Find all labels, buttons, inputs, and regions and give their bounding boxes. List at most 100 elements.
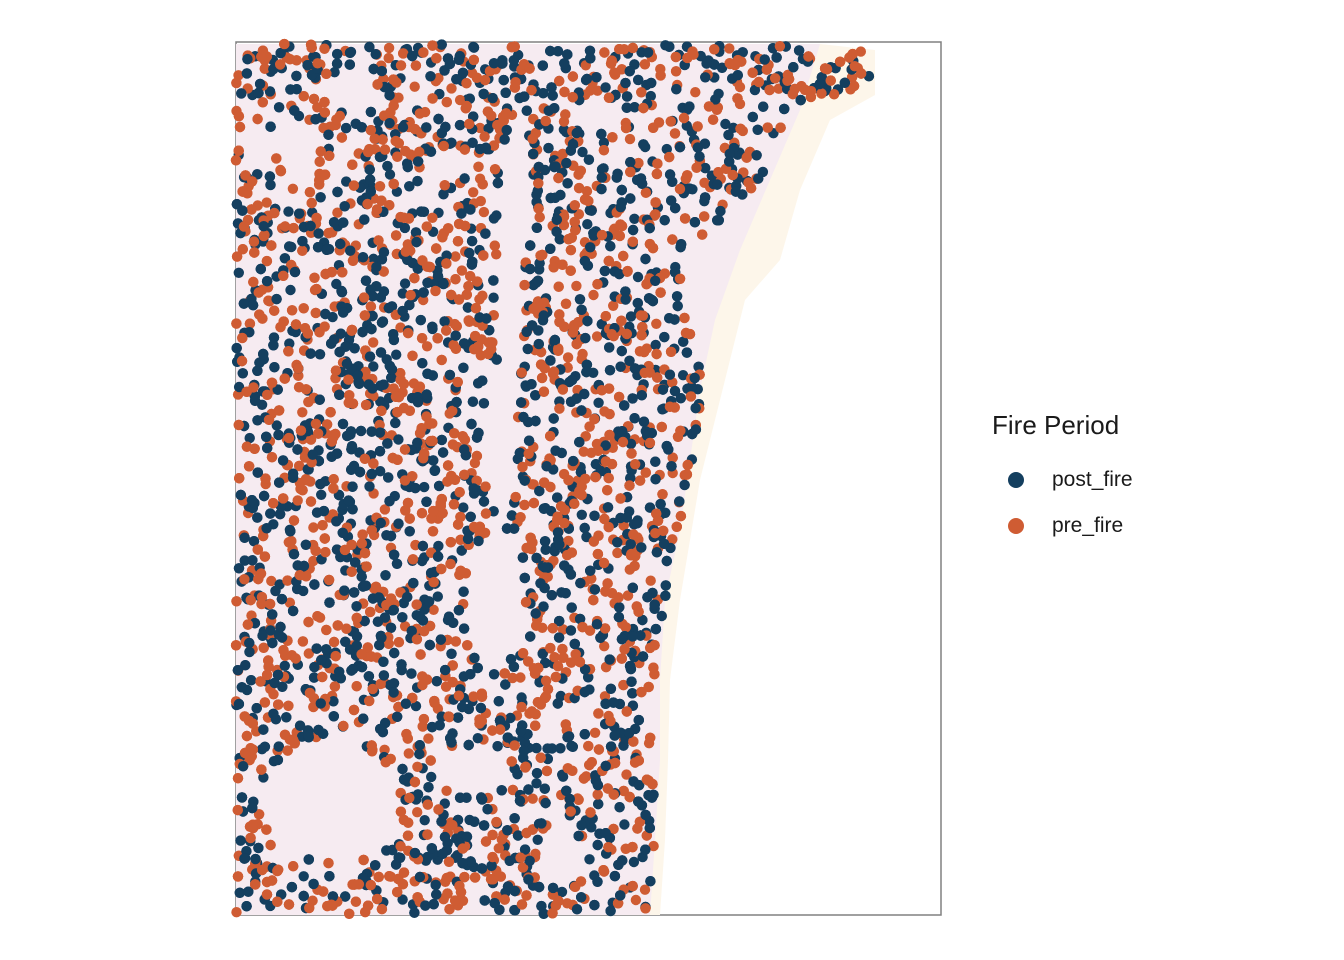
post-fire-point bbox=[531, 768, 543, 779]
pre-fire-point bbox=[421, 341, 433, 352]
post-fire-point bbox=[753, 173, 764, 184]
post-fire-point bbox=[397, 288, 408, 299]
pre-fire-point bbox=[264, 598, 276, 610]
post-fire-point bbox=[383, 472, 394, 483]
pre-fire-point bbox=[655, 70, 666, 81]
pre-fire-point bbox=[364, 695, 375, 707]
pre-fire-point bbox=[259, 63, 270, 74]
post-fire-point bbox=[638, 416, 650, 427]
post-fire-point bbox=[604, 365, 616, 376]
post-fire-point bbox=[541, 461, 552, 472]
pre-fire-point bbox=[233, 111, 245, 122]
post-fire-point bbox=[693, 361, 704, 372]
pre-fire-point bbox=[425, 755, 436, 766]
post-fire-point bbox=[559, 58, 570, 69]
post-fire-point bbox=[240, 660, 251, 671]
pre-fire-point bbox=[482, 106, 494, 117]
pre-fire-point bbox=[493, 843, 504, 854]
post-fire-point bbox=[640, 253, 651, 265]
pre-fire-point bbox=[491, 816, 502, 828]
post-fire-point bbox=[674, 496, 685, 507]
post-fire-point bbox=[234, 887, 245, 898]
pre-fire-point bbox=[624, 133, 636, 145]
pre-fire-point bbox=[239, 711, 250, 722]
post-fire-point bbox=[496, 58, 508, 69]
pre-fire-point bbox=[473, 161, 484, 172]
post-fire-point bbox=[427, 321, 438, 332]
post-fire-point bbox=[486, 860, 497, 871]
post-fire-point bbox=[284, 338, 295, 349]
post-fire-point bbox=[475, 702, 487, 714]
post-fire-point bbox=[375, 347, 387, 358]
post-fire-point bbox=[713, 215, 724, 226]
pre-fire-point bbox=[329, 681, 341, 692]
post-fire-point bbox=[545, 45, 556, 57]
pre-fire-point bbox=[428, 604, 439, 615]
post-fire-point bbox=[340, 122, 352, 134]
pre-fire-point bbox=[323, 857, 334, 869]
pre-fire-point bbox=[297, 636, 309, 647]
pre-fire-point bbox=[570, 649, 581, 660]
pre-fire-point bbox=[527, 793, 538, 804]
post-fire-point bbox=[422, 277, 433, 288]
pre-fire-point bbox=[463, 315, 474, 326]
post-fire-point bbox=[314, 349, 326, 360]
pre-fire-point bbox=[456, 265, 468, 276]
pre-fire-point bbox=[682, 459, 693, 471]
post-fire-point bbox=[419, 481, 430, 493]
pre-fire-point bbox=[365, 301, 377, 312]
post-fire-point bbox=[285, 284, 296, 296]
post-fire-point bbox=[252, 415, 263, 426]
pre-fire-point bbox=[388, 383, 399, 394]
fire-points bbox=[230, 38, 875, 919]
post-fire-point bbox=[627, 224, 639, 236]
pre-fire-point bbox=[379, 504, 391, 515]
pre-fire-point bbox=[577, 348, 588, 360]
post-fire-point bbox=[593, 798, 604, 810]
post-fire-point bbox=[247, 300, 259, 311]
pre-fire-point bbox=[735, 123, 746, 134]
pre-fire-point bbox=[557, 624, 569, 635]
post-fire-point bbox=[650, 456, 661, 467]
post-fire-point bbox=[415, 314, 426, 326]
pre-fire-point bbox=[604, 408, 615, 420]
pre-fire-point bbox=[279, 221, 291, 232]
post-fire-point bbox=[677, 370, 689, 381]
post-fire-point bbox=[384, 169, 396, 180]
post-fire-point bbox=[308, 672, 320, 683]
pre-fire-point bbox=[234, 121, 246, 133]
pre-fire-point bbox=[271, 153, 282, 164]
post-fire-point bbox=[393, 434, 404, 445]
pre-fire-point bbox=[697, 229, 708, 240]
pre-fire-point bbox=[231, 251, 243, 262]
post-fire-point bbox=[632, 297, 643, 309]
post-fire-point bbox=[564, 793, 575, 805]
post-fire-point bbox=[661, 143, 672, 155]
pre-fire-point bbox=[629, 560, 640, 572]
post-fire-point bbox=[723, 129, 734, 141]
pre-fire-point bbox=[670, 66, 682, 77]
post-fire-point bbox=[552, 492, 563, 503]
pre-fire-point bbox=[414, 381, 426, 392]
post-fire-point bbox=[270, 585, 281, 597]
pre-fire-point bbox=[449, 474, 461, 485]
post-fire-point bbox=[679, 479, 690, 491]
post-fire-point bbox=[793, 45, 805, 56]
pre-fire-point bbox=[652, 372, 663, 383]
post-fire-point bbox=[454, 119, 466, 131]
pre-fire-point bbox=[384, 200, 395, 211]
pre-fire-point bbox=[536, 372, 548, 384]
pre-fire-point bbox=[383, 52, 394, 64]
post-fire-point bbox=[574, 294, 586, 305]
pre-fire-point bbox=[310, 307, 321, 319]
post-fire-point bbox=[284, 241, 295, 252]
post-fire-point bbox=[547, 882, 559, 894]
pre-fire-point bbox=[699, 211, 710, 222]
pre-fire-point bbox=[667, 234, 678, 245]
pre-fire-point bbox=[232, 389, 244, 400]
post-fire-point bbox=[577, 146, 588, 158]
post-fire-point bbox=[315, 478, 326, 490]
post-fire-point bbox=[542, 743, 553, 754]
pre-fire-point bbox=[261, 876, 273, 888]
